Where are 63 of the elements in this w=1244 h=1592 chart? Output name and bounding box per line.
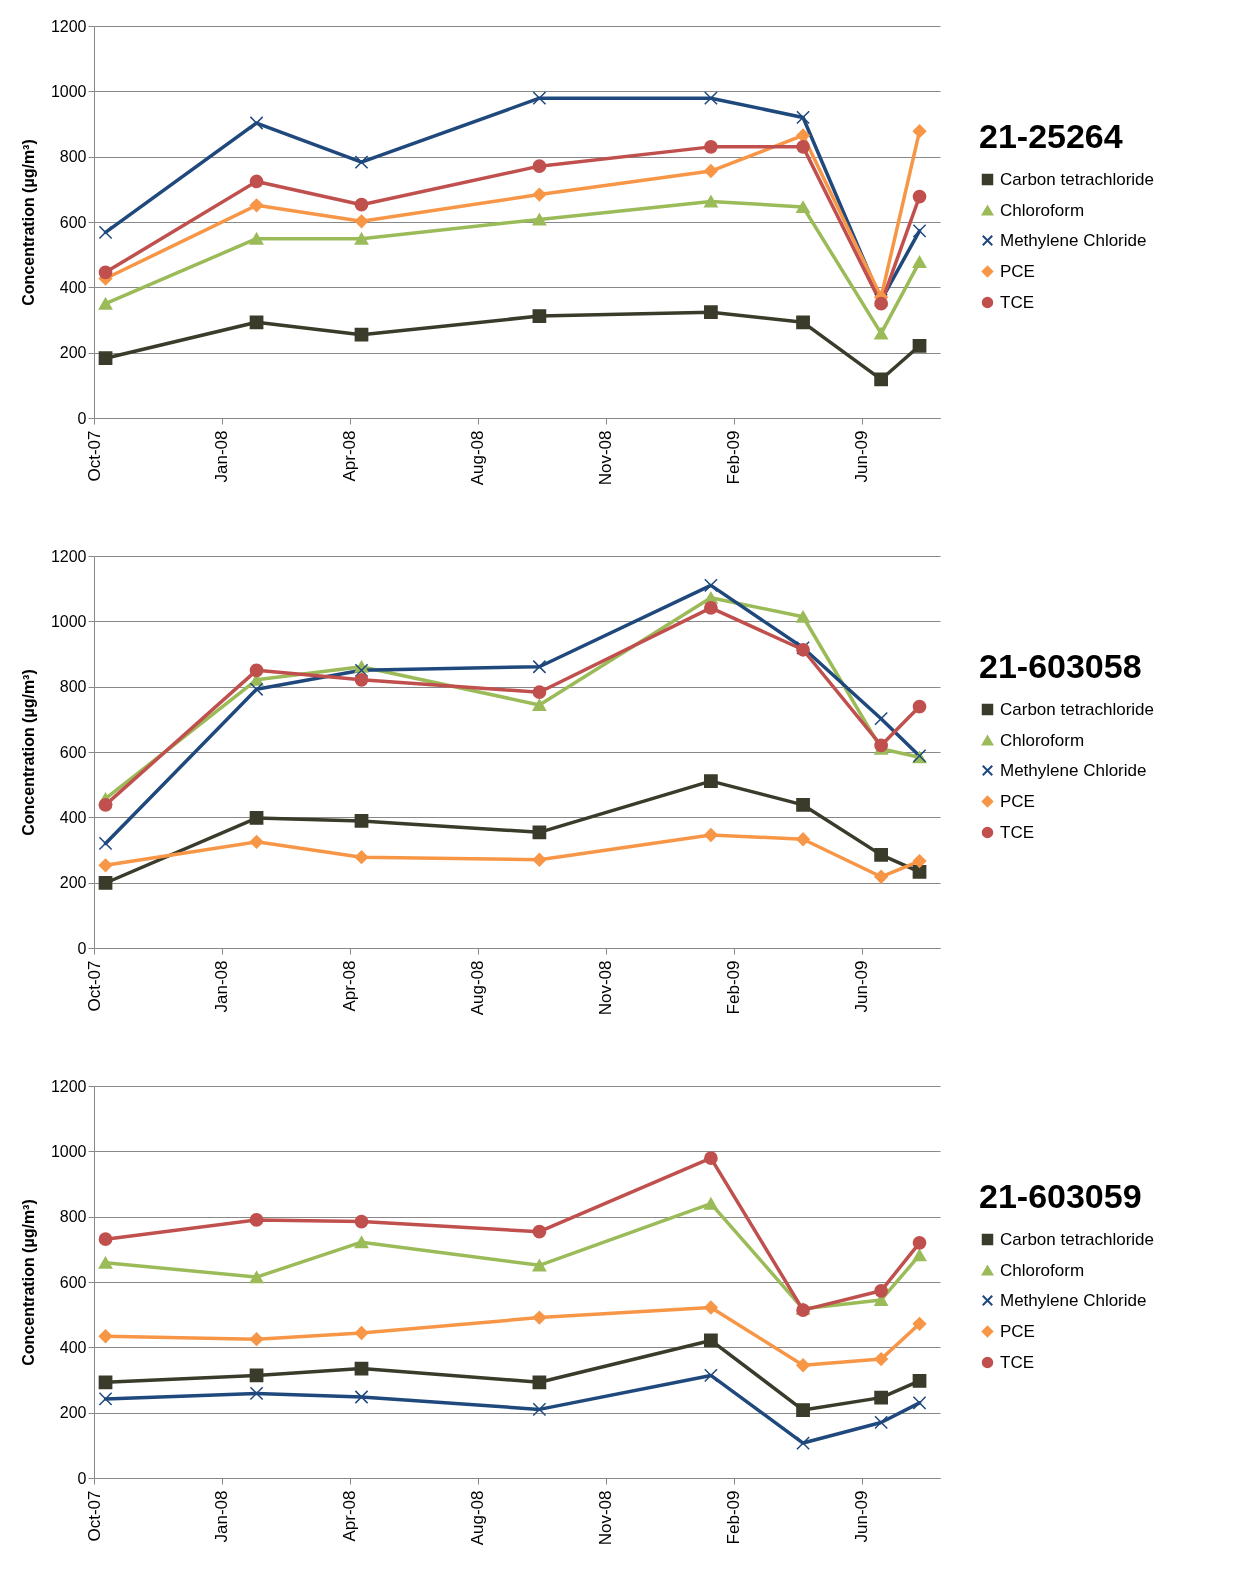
legend-label: Methylene Chloride xyxy=(1000,1290,1147,1310)
legend-label: Carbon tetrachloride xyxy=(1000,1229,1155,1249)
y-tick-label: 600 xyxy=(59,213,87,231)
legend-title: 21-603058 xyxy=(979,647,1142,685)
x-tick-label: Oct-07 xyxy=(84,430,104,482)
x-tick-label: Aug-08 xyxy=(468,430,488,486)
x-tick-label: Apr-08 xyxy=(340,960,360,1012)
x-tick-label: Oct-07 xyxy=(84,1490,104,1542)
y-tick-label: 600 xyxy=(59,1273,87,1291)
x-tick-label: Nov-08 xyxy=(596,1490,616,1546)
y-tick-label: 0 xyxy=(77,1469,87,1487)
x-tick-label: Nov-08 xyxy=(596,960,616,1016)
x-tick-label: Jun-09 xyxy=(852,430,872,483)
y-tick-label: 0 xyxy=(77,939,87,957)
x-tick-label: Feb-09 xyxy=(724,430,744,485)
y-tick-label: 1200 xyxy=(50,17,87,35)
y-axis-title: Concentration (µg/m³) xyxy=(19,139,37,306)
x-tick-label: Apr-08 xyxy=(340,430,360,482)
y-tick-label: 800 xyxy=(59,1208,87,1226)
legend-label: PCE xyxy=(1000,261,1035,281)
y-tick-label: 200 xyxy=(59,344,87,362)
y-tick-label: 1200 xyxy=(50,547,87,565)
legend-label: Methylene Chloride xyxy=(1000,230,1147,250)
legend-label: Carbon tetrachloride xyxy=(1000,699,1155,719)
x-tick-label: Jun-09 xyxy=(852,960,872,1013)
legend-label: Chloroform xyxy=(1000,730,1085,750)
legend-title: 21-603059 xyxy=(979,1177,1142,1215)
legend-label: TCE xyxy=(1000,822,1034,842)
legend-label: PCE xyxy=(1000,1321,1035,1341)
x-tick-label: Apr-08 xyxy=(340,1490,360,1542)
y-axis-title: Concentration (µg/m³) xyxy=(19,669,37,836)
x-tick-label: Jan-08 xyxy=(212,1490,232,1543)
y-tick-label: 600 xyxy=(59,743,87,761)
x-tick-label: Feb-09 xyxy=(724,960,744,1015)
y-tick-label: 1000 xyxy=(50,612,87,630)
legend-label: Methylene Chloride xyxy=(1000,760,1147,780)
y-tick-label: 200 xyxy=(59,874,87,892)
legend-label: Carbon tetrachloride xyxy=(1000,169,1155,189)
legend-label: TCE xyxy=(1000,292,1034,312)
x-tick-label: Jan-08 xyxy=(212,960,232,1013)
x-tick-label: Feb-09 xyxy=(724,1490,744,1545)
legend-label: Chloroform xyxy=(1000,200,1085,220)
y-tick-label: 1000 xyxy=(50,1142,87,1160)
x-tick-label: Aug-08 xyxy=(468,1490,488,1546)
y-tick-label: 800 xyxy=(59,678,87,696)
y-tick-label: 1000 xyxy=(50,82,87,100)
x-tick-label: Aug-08 xyxy=(468,960,488,1016)
y-tick-label: 200 xyxy=(59,1404,87,1422)
y-tick-label: 0 xyxy=(77,409,87,427)
legend-title: 21-25264 xyxy=(979,117,1123,155)
y-tick-label: 400 xyxy=(59,808,87,826)
y-axis-title: Concentration (µg/m³) xyxy=(19,1199,37,1366)
x-tick-label: Oct-07 xyxy=(84,960,104,1012)
y-tick-label: 1200 xyxy=(50,1077,87,1095)
legend-label: TCE xyxy=(1000,1352,1034,1372)
x-tick-label: Jan-08 xyxy=(212,430,232,483)
x-tick-label: Nov-08 xyxy=(596,430,616,486)
y-tick-label: 800 xyxy=(59,148,87,166)
legend-label: PCE xyxy=(1000,791,1035,811)
y-tick-label: 400 xyxy=(59,1338,87,1356)
legend-label: Chloroform xyxy=(1000,1260,1085,1280)
x-tick-label: Jun-09 xyxy=(852,1490,872,1543)
y-tick-label: 400 xyxy=(59,278,87,296)
